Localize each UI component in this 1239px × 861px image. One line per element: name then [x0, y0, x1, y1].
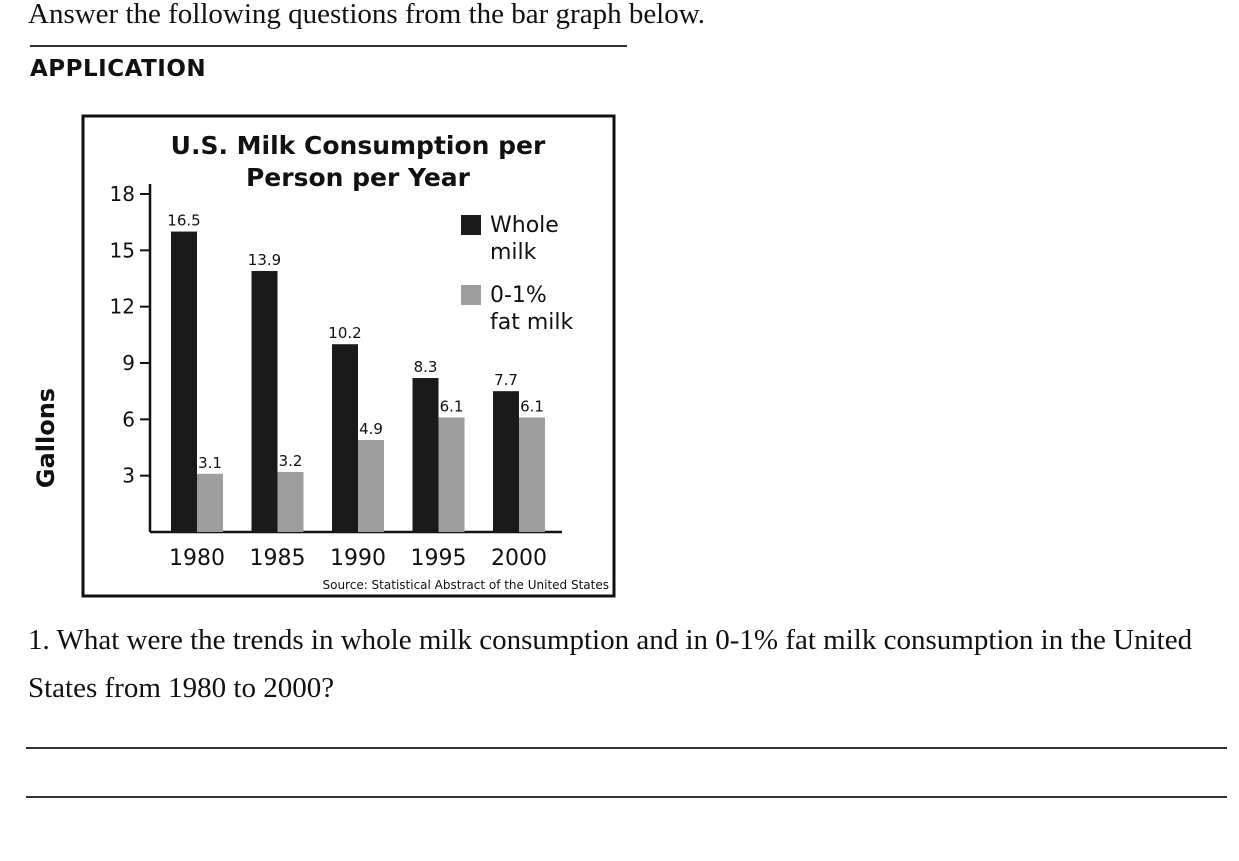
- milk-consumption-chart: U.S. Milk Consumption per Person per Yea…: [32, 114, 616, 598]
- data-label-low-fat-milk-1980: 3.1: [198, 454, 222, 472]
- legend-label-low-fat-milk-line-1: 0-1%: [490, 283, 547, 308]
- y-tick-label: 3: [122, 464, 135, 488]
- y-tick-label: 12: [110, 295, 135, 319]
- y-tick-label: 9: [122, 351, 135, 375]
- section-divider: [30, 45, 627, 47]
- x-tick-label-2000: 2000: [491, 546, 547, 571]
- bar-low-fat-milk-1985: [277, 471, 304, 532]
- bar-whole-milk-1985: [251, 270, 278, 532]
- bar-whole-milk-2000: [493, 391, 519, 532]
- chart-data-labels: 16.53.113.93.210.24.98.36.17.76.1: [167, 212, 544, 472]
- data-label-low-fat-milk-2000: 6.1: [520, 397, 544, 415]
- y-axis-label: Gallons: [32, 388, 60, 488]
- data-label-low-fat-milk-1990: 4.9: [359, 420, 383, 438]
- x-tick-label-1980: 1980: [169, 546, 225, 571]
- chart-title-line-1: U.S. Milk Consumption per: [171, 131, 546, 160]
- x-tick-label-1990: 1990: [330, 546, 386, 571]
- data-label-whole-milk-2000: 7.7: [494, 371, 518, 389]
- chart-source-note: Source: Statistical Abstract of the Unit…: [322, 578, 609, 592]
- data-label-whole-milk-1990: 10.2: [328, 324, 361, 342]
- legend-label-whole-milk-line-2: milk: [490, 240, 537, 265]
- answer-line: [26, 796, 1227, 798]
- bar-low-fat-milk-2000: [519, 417, 545, 532]
- answer-line: [26, 747, 1227, 749]
- data-label-low-fat-milk-1995: 6.1: [440, 397, 464, 415]
- x-tick-label-1985: 1985: [250, 546, 306, 571]
- legend-label-whole-milk-line-1: Whole: [490, 213, 559, 238]
- section-label: APPLICATION: [30, 56, 207, 82]
- chart-bars: [171, 231, 545, 533]
- bar-whole-milk-1995: [412, 378, 439, 532]
- y-tick-label: 18: [110, 182, 135, 206]
- data-label-whole-milk-1980: 16.5: [167, 212, 200, 230]
- legend-label-low-fat-milk-line-2: fat milk: [490, 310, 574, 335]
- chart-legend: Whole milk 0-1% fat milk: [461, 213, 574, 335]
- data-label-whole-milk-1995: 8.3: [414, 358, 438, 376]
- bar-whole-milk-1980: [171, 231, 197, 533]
- bar-low-fat-milk-1990: [358, 439, 384, 532]
- question-1-text: 1. What were the trends in whole milk co…: [28, 624, 1193, 704]
- instructions-text: Answer the following questions from the …: [28, 0, 706, 30]
- legend-swatch-low-fat-milk: [461, 285, 481, 305]
- y-tick-label: 15: [110, 238, 135, 262]
- x-tick-label-1995: 1995: [411, 546, 467, 571]
- y-tick-label: 6: [122, 407, 135, 431]
- chart-x-tick-labels: 1980 1985 1990 1995 2000: [169, 546, 547, 571]
- legend-swatch-whole-milk: [461, 215, 481, 235]
- bar-whole-milk-1990: [332, 344, 358, 532]
- data-label-whole-milk-1985: 13.9: [248, 251, 281, 269]
- bar-low-fat-milk-1995: [438, 417, 465, 532]
- chart-title-line-2: Person per Year: [246, 163, 471, 192]
- data-label-low-fat-milk-1985: 3.2: [279, 452, 303, 470]
- bar-low-fat-milk-1980: [197, 473, 223, 532]
